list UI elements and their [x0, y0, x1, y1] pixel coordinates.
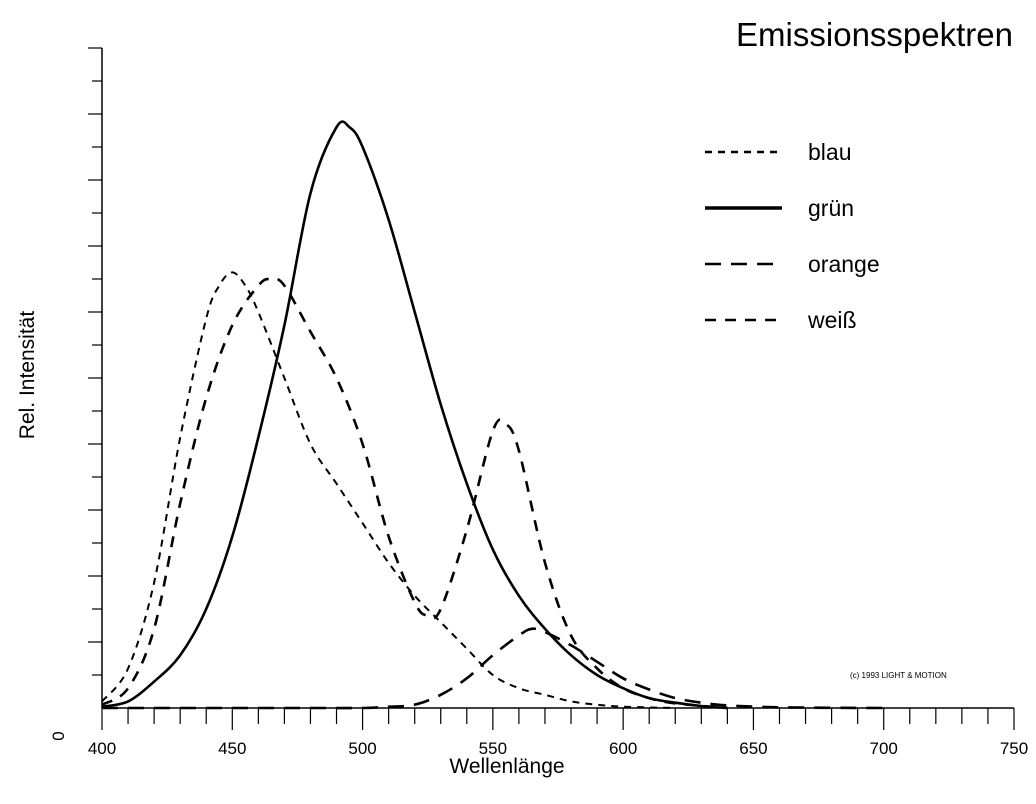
legend-label-orange: orange — [808, 251, 880, 277]
axes: 400 450 500 550 600 650 700 750 — [88, 47, 1028, 758]
x-tick-label: 400 — [88, 739, 116, 758]
series-line-weiß — [101, 277, 728, 710]
x-axis-title: Wellenlänge — [449, 755, 564, 778]
x-tick-label: 550 — [479, 739, 507, 758]
x-tick-label: 700 — [870, 739, 898, 758]
copyright-note: (c) 1993 LIGHT & MOTION — [850, 671, 947, 680]
chart-title: Emissionsspektren — [736, 16, 1013, 53]
legend-label-weiß: weiß — [807, 307, 857, 333]
x-tick-label: 650 — [739, 739, 767, 758]
y-axis-title: Rel. Intensität — [16, 311, 39, 440]
series-line-grün — [101, 120, 728, 710]
x-tick-label: 450 — [218, 739, 246, 758]
series-line-orange — [101, 627, 884, 710]
x-tick-label: 750 — [1000, 739, 1028, 758]
x-tick-label: 600 — [609, 739, 637, 758]
series-line-blau — [101, 271, 676, 709]
series-layer — [101, 120, 884, 710]
legend: blau grün orange weiß — [705, 139, 880, 333]
x-tick-label: 500 — [348, 739, 376, 758]
legend-label-grün: grün — [808, 195, 854, 221]
y-zero-label: 0 — [49, 731, 68, 740]
legend-label-blau: blau — [808, 139, 851, 165]
